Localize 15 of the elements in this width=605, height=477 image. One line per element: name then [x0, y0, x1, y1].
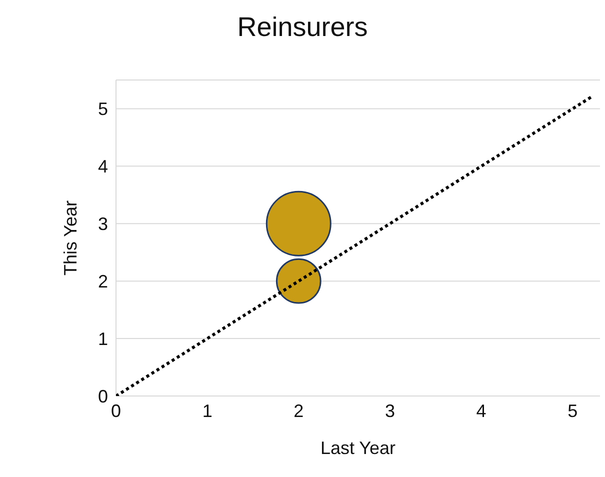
x-tick-label: 1 [202, 400, 212, 421]
x-tick-label: 4 [476, 400, 486, 421]
x-tick-label: 2 [294, 400, 304, 421]
x-tick-label: 5 [568, 400, 578, 421]
chart-title: Reinsurers [236, 12, 369, 43]
y-axis-title: This Year [60, 200, 80, 276]
y-tick-label: 1 [98, 328, 108, 349]
y-tick-label: 4 [98, 156, 108, 177]
x-tick-label: 3 [384, 400, 395, 421]
x-tick-label: 0 [110, 400, 122, 421]
y-tick-label: 3 [98, 214, 108, 234]
y-tick-label: 5 [98, 99, 108, 120]
y-tick-label: 2 [98, 271, 108, 292]
x-axis-title: Last Year [320, 438, 396, 458]
y-tick-label: 0 [98, 386, 108, 406]
